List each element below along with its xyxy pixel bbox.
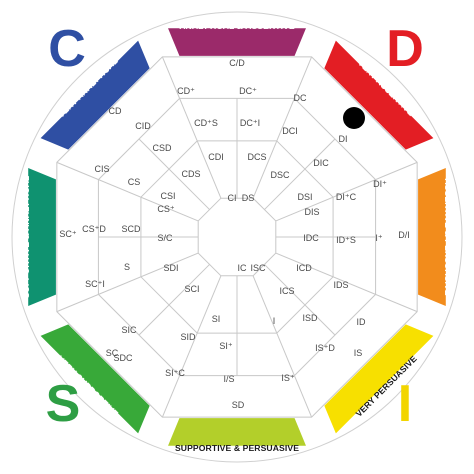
cell-label: IC [238, 263, 248, 273]
spoke [56, 161, 199, 222]
cell-label: DI⁺ [373, 179, 387, 189]
cell-label: DC⁺ [239, 86, 257, 96]
spoke [56, 252, 199, 313]
cell-label: CSI [160, 191, 175, 201]
sub-spoke [264, 138, 336, 210]
cell-label: DS [242, 193, 255, 203]
cell-label: D/I [398, 230, 410, 240]
cell-label: SDI [163, 263, 178, 273]
sub-spoke [138, 138, 210, 210]
cell-label: DIS [304, 207, 319, 217]
band-label-1: ANALYTICAL & ASSERTIVE [179, 21, 295, 31]
position-marker [343, 107, 365, 129]
cell-label: CS⁺D [82, 224, 106, 234]
corner-letter-c: C [48, 20, 86, 78]
cell-label: CDS [181, 169, 200, 179]
sub-spoke [138, 264, 210, 336]
cell-label: SI⁺ [219, 341, 233, 351]
cell-label: I⁺ [375, 233, 383, 243]
cell-label: ICD [296, 263, 312, 273]
cell-label: DI⁺C [336, 192, 357, 202]
cell-label: DIC [313, 158, 329, 168]
cell-label: IS⁺ [281, 373, 295, 383]
cell-label: SD [232, 400, 245, 410]
spoke [161, 56, 222, 199]
cell-label: CID [135, 121, 151, 131]
cell-label: ICS [279, 286, 294, 296]
cell-label: CD⁺S [194, 118, 218, 128]
cell-label: SC⁺ [59, 229, 77, 239]
cell-label: DC [294, 93, 307, 103]
cell-label: SC⁺I [85, 279, 105, 289]
band-label-7: SUPPORTIVE & ANALYTICAL [21, 176, 31, 298]
band-label-3: ASSERTIVE & PERSUASIVE [443, 178, 453, 295]
sub-spoke [264, 264, 336, 336]
band-7 [28, 168, 56, 306]
cell-label: ISC [250, 263, 266, 273]
spoke [275, 252, 418, 313]
cell-label: IDC [303, 233, 319, 243]
cell-label: CSD [152, 143, 172, 153]
band-6 [40, 324, 150, 434]
cell-label: DCI [282, 126, 298, 136]
corner-letter-s: S [46, 375, 81, 433]
cell-label: CIS [94, 164, 109, 174]
cell-label: CD [109, 106, 122, 116]
band-label-5: SUPPORTIVE & PERSUASIVE [175, 443, 299, 453]
cell-label: I [273, 316, 276, 326]
cell-label: DSI [297, 192, 312, 202]
cell-label: IS⁺D [315, 343, 335, 353]
band-5 [168, 418, 306, 446]
cell-label: CDI [208, 152, 224, 162]
cell-label: S/C [157, 233, 173, 243]
cell-label: DCS [247, 152, 266, 162]
band-3 [418, 168, 446, 306]
cell-label: SCD [121, 224, 141, 234]
spoke [161, 275, 222, 418]
band-4 [324, 324, 434, 434]
spoke [275, 161, 418, 222]
spoke [252, 275, 313, 418]
corner-letters: C DS I [46, 20, 424, 433]
corner-letter-i: I [398, 375, 412, 433]
cell-label: ID [357, 317, 367, 327]
band-8 [40, 40, 150, 150]
band-2 [324, 40, 434, 150]
cell-label: ISD [302, 313, 318, 323]
cell-label: SIC [121, 325, 137, 335]
cell-label: SCI [184, 284, 199, 294]
cell-label: SC [106, 348, 119, 358]
cell-label: ID⁺S [336, 235, 356, 245]
cell-label: CD⁺ [177, 86, 195, 96]
cell-label: C/D [229, 58, 245, 68]
cell-label: IDS [333, 280, 348, 290]
cell-label: DSC [270, 170, 290, 180]
cell-label: SID [180, 332, 196, 342]
cell-label: CS [128, 177, 141, 187]
cell-label: CI [228, 193, 237, 203]
cell-label: IS [354, 348, 363, 358]
spoke [252, 56, 313, 199]
cell-label: I/S [223, 374, 234, 384]
cell-label: DC⁺I [240, 118, 260, 128]
band-1 [168, 28, 306, 56]
cell-label: CS⁺ [157, 204, 175, 214]
cell-label: S [124, 262, 130, 272]
corner-letter-d: D [386, 20, 424, 78]
cell-label: DI [339, 134, 348, 144]
cell-label: SI⁺C [165, 368, 185, 378]
cell-label: SI [212, 314, 221, 324]
cell-label: SDC [113, 353, 133, 363]
